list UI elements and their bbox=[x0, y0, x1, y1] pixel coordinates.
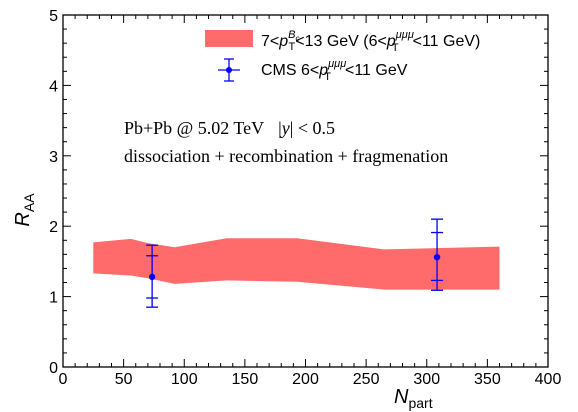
cms-point-1 bbox=[146, 244, 159, 308]
x-tick-label: 350 bbox=[474, 371, 501, 388]
x-tick-label: 250 bbox=[353, 371, 380, 388]
y-tick-label: 2 bbox=[49, 219, 58, 236]
cms-marker bbox=[433, 253, 441, 261]
y-tick-label: 4 bbox=[49, 78, 58, 95]
x-axis-label: Npart bbox=[394, 386, 433, 411]
y-tick-label: 5 bbox=[49, 8, 58, 25]
x-tick-label: 100 bbox=[171, 371, 198, 388]
x-axis-label-main: N bbox=[394, 386, 409, 408]
legend: 7<pBc T<13 GeV (6<pμμμ T <11 GeV) CMS 6<pμμ… bbox=[205, 29, 480, 83]
annotation-system: Pb+Pb @ 5.02 TeV |y| < 0.5 bbox=[124, 118, 335, 138]
cms-marker bbox=[148, 273, 156, 281]
x-tick-label: 300 bbox=[413, 371, 440, 388]
legend-band-swatch bbox=[205, 30, 253, 47]
annotation-model: dissociation + recombination + fragmenat… bbox=[124, 146, 448, 166]
y-tick-label: 0 bbox=[49, 360, 58, 377]
data-points-layer bbox=[146, 218, 444, 308]
x-tick-label: 400 bbox=[535, 371, 562, 388]
x-tick-label: 200 bbox=[292, 371, 319, 388]
y-axis-label-sub: AA bbox=[21, 193, 37, 212]
y-tick-label: 1 bbox=[49, 290, 58, 307]
band-layer bbox=[93, 238, 500, 290]
legend-cms-marker bbox=[218, 58, 240, 82]
x-tick-label: 150 bbox=[232, 371, 259, 388]
y-axis-label: RAA bbox=[12, 193, 37, 227]
x-axis-label-sub: part bbox=[408, 395, 432, 411]
plot-area: 0 50 100 150 200 250 300 350 400 0 1 2 3 4 5 bbox=[49, 8, 561, 388]
cms-point-2 bbox=[431, 218, 444, 291]
y-tick-label: 3 bbox=[49, 149, 58, 166]
ticks-layer: 0 50 100 150 200 250 300 350 400 0 1 2 3 4 5 bbox=[49, 8, 561, 388]
y-axis-label-main: R bbox=[12, 212, 34, 226]
x-tick-label: 0 bbox=[59, 371, 68, 388]
x-tick-label: 50 bbox=[115, 371, 133, 388]
legend-band-label: 7<pBc T<13 GeV (6<pμμμ T <11 GeV) bbox=[261, 29, 480, 54]
model-band bbox=[93, 238, 500, 290]
legend-cms-label: CMS 6<pμμμ T <11 GeV bbox=[261, 58, 408, 83]
